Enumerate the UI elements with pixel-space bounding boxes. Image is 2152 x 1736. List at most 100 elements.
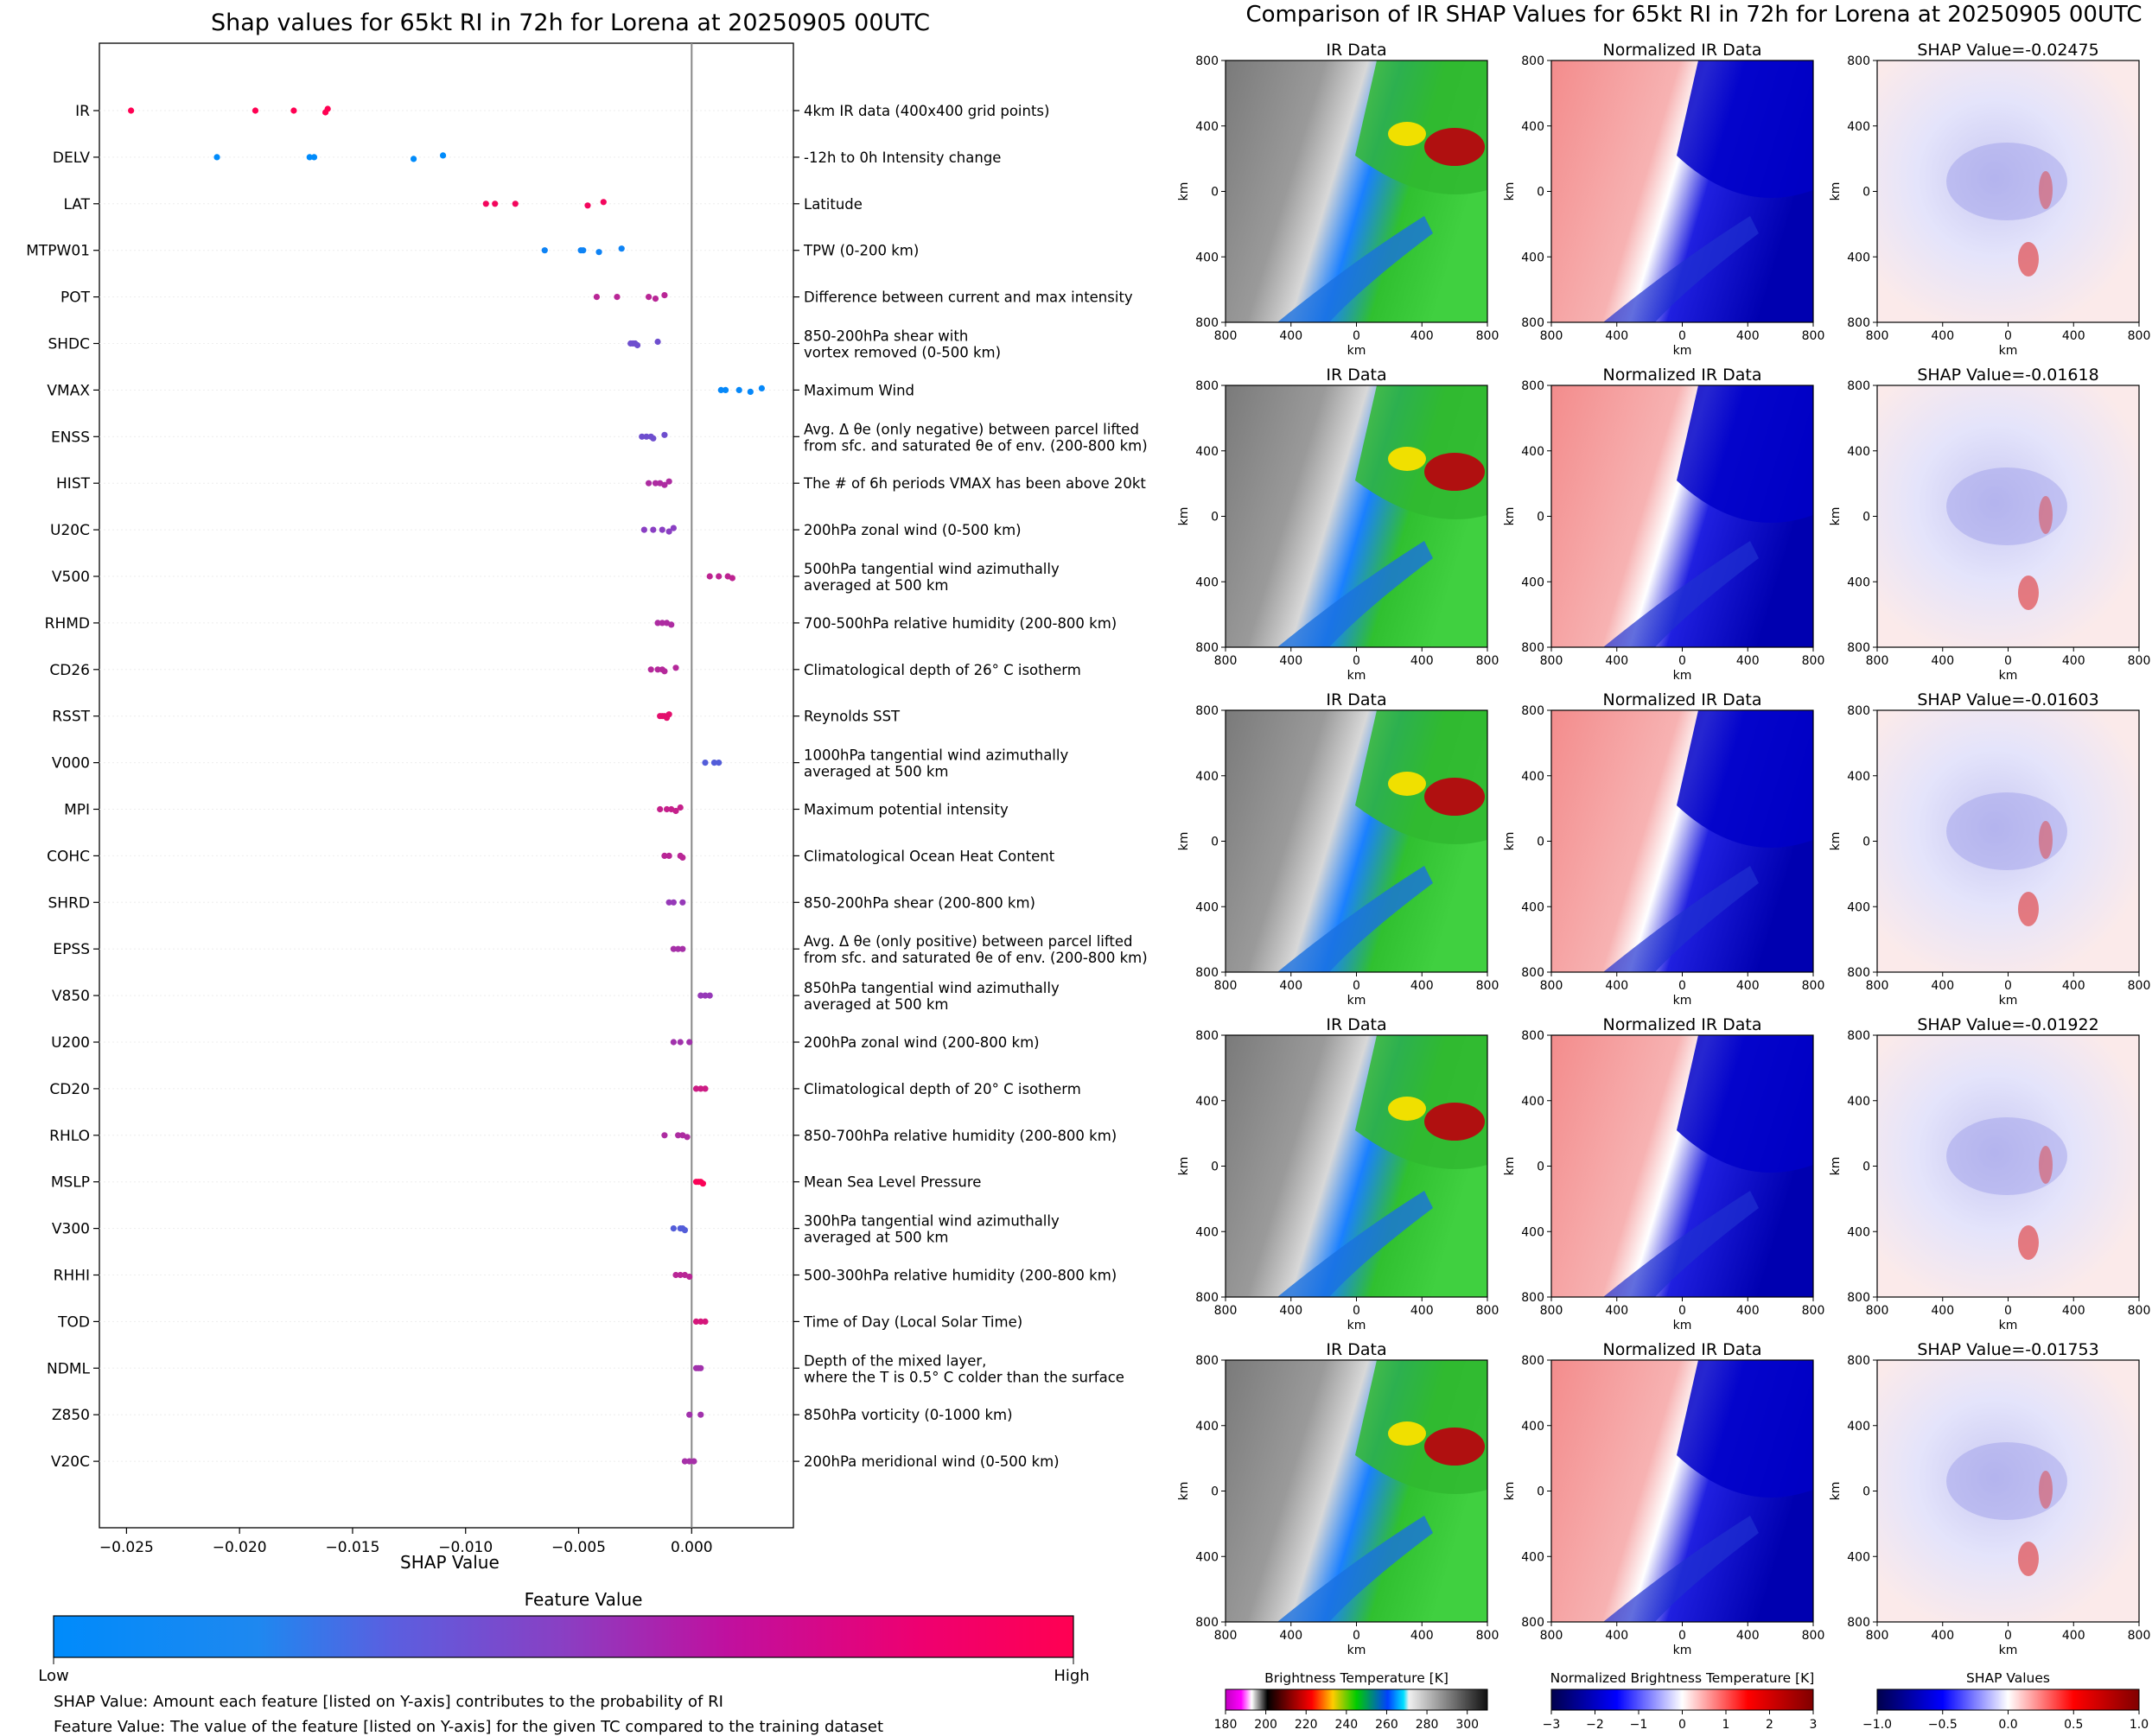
- x-tick-label: 400: [1736, 979, 1760, 993]
- x-tick-label: 0: [2004, 1629, 2012, 1643]
- data-point: [679, 899, 686, 906]
- x-axis-label: km: [1347, 669, 1366, 683]
- data-point: [747, 388, 754, 395]
- data-point: [661, 431, 668, 438]
- x-tick-label: 800: [1802, 979, 1825, 993]
- negative-shap-region: [1946, 143, 2067, 220]
- data-point: [647, 666, 654, 673]
- data-point: [735, 386, 742, 393]
- data-point: [310, 154, 318, 161]
- panel-title: SHAP Value=-0.01603: [1917, 690, 2098, 709]
- data-point: [652, 480, 659, 486]
- cold-cloud-region: [1677, 710, 1813, 848]
- colorbar-tick-label: 200: [1254, 1718, 1277, 1732]
- colorbar: SHAP Values−1.0−0.50.00.51.01e−5: [1862, 1670, 2149, 1736]
- data-point: [665, 711, 672, 718]
- feature-description: Climatological depth of 20° C isotherm: [804, 1081, 1081, 1097]
- cloud-band: [1603, 1191, 1759, 1297]
- panel-title: Normalized IR Data: [1603, 1015, 1762, 1034]
- cloud-band: [1277, 1516, 1433, 1622]
- feature-label: DELV: [53, 149, 90, 167]
- y-tick-label: 0: [1862, 186, 1870, 200]
- data-point: [580, 247, 587, 254]
- shap-image: [1877, 1360, 2139, 1622]
- warm-cloud-region: [1388, 1421, 1426, 1446]
- panel-title: SHAP Value=-0.01753: [1917, 1340, 2098, 1359]
- y-tick-label: 800: [1521, 379, 1544, 393]
- y-axis-label: km: [1503, 832, 1517, 851]
- feature-label: V300: [52, 1221, 90, 1238]
- data-point: [675, 1132, 682, 1139]
- panel-title: Normalized IR Data: [1603, 41, 1762, 60]
- convective-core: [1424, 1103, 1485, 1141]
- feature-description: vortex removed (0-500 km): [804, 345, 1001, 361]
- feature-description: averaged at 500 km: [804, 996, 948, 1013]
- data-point: [652, 296, 659, 302]
- feature-description: 500hPa tangential wind azimuthally: [804, 561, 1060, 577]
- data-point: [661, 668, 668, 675]
- data-point: [665, 478, 672, 485]
- normalized-panel: 80080040040000400400800800kmkmNormalized…: [1503, 690, 1824, 1008]
- feature-label: RHHI: [54, 1268, 90, 1285]
- y-tick-label: 0: [1537, 1161, 1544, 1174]
- x-axis-label: km: [1673, 1319, 1692, 1332]
- data-point: [686, 1411, 693, 1418]
- x-axis-label: km: [1999, 994, 2018, 1008]
- x-tick-label: 400: [1605, 654, 1628, 668]
- feature-description: 1000hPa tangential wind azimuthally: [804, 747, 1068, 764]
- y-tick-label: 400: [1847, 1550, 1870, 1564]
- data-point: [702, 760, 709, 766]
- panel-title: IR Data: [1326, 366, 1386, 385]
- colorbar-tick-label: 240: [1334, 1718, 1358, 1732]
- panel-title: IR Data: [1326, 41, 1386, 60]
- x-tick-label: 800: [1476, 1629, 1499, 1643]
- x-tick-label: 0: [1353, 329, 1360, 343]
- data-point: [691, 1458, 697, 1465]
- shap-image: [1877, 1035, 2139, 1297]
- cloud-band: [1603, 216, 1759, 322]
- y-tick-label: 400: [1847, 900, 1870, 914]
- x-tick-label: 800: [2128, 329, 2151, 343]
- y-tick-label: 800: [1521, 1291, 1544, 1305]
- feature-description: 850hPa vorticity (0-1000 km): [804, 1407, 1013, 1423]
- x-tick-label: 400: [1605, 329, 1628, 343]
- x-tick-label: 0: [1678, 1629, 1686, 1643]
- x-tick-label: 400: [2062, 1304, 2085, 1318]
- data-point: [716, 760, 723, 766]
- y-tick-label: 400: [1847, 575, 1870, 589]
- colorbar-tick-label: 1.0: [2130, 1718, 2149, 1732]
- y-tick-label: 800: [1847, 54, 1870, 68]
- feature-description: Reynolds SST: [804, 709, 901, 725]
- y-tick-label: 400: [1521, 1095, 1544, 1109]
- x-axis-label: km: [1673, 994, 1692, 1008]
- feature-label: NDML: [47, 1360, 90, 1377]
- positive-shap-region: [2018, 892, 2039, 926]
- feature-label: HIST: [56, 475, 91, 493]
- data-point: [645, 294, 653, 301]
- x-tick-label: 0: [2004, 979, 2012, 993]
- y-tick-label: 400: [1521, 575, 1544, 589]
- feature-label: Z850: [52, 1407, 90, 1424]
- x-axis-label: km: [1347, 1644, 1366, 1657]
- feature-description: 850hPa tangential wind azimuthally: [804, 980, 1060, 996]
- footnote: SHAP Value: Amount each feature [listed …: [54, 1693, 723, 1711]
- cloud-band: [1603, 1516, 1759, 1622]
- feature-label: V20C: [51, 1453, 90, 1471]
- feature-label: ENSS: [51, 429, 90, 446]
- y-tick-label: 400: [1195, 1225, 1219, 1239]
- colorbar-label: Normalized Brightness Temperature [K]: [1550, 1670, 1815, 1686]
- data-point: [686, 1039, 693, 1046]
- convective-core: [1424, 128, 1485, 166]
- x-tick-label: 800: [1802, 654, 1825, 668]
- panel-title: Normalized IR Data: [1603, 1340, 1762, 1359]
- x-tick-label: 0.000: [671, 1539, 713, 1556]
- y-tick-label: 800: [1847, 316, 1870, 330]
- data-point: [584, 202, 591, 209]
- feature-label: MPI: [64, 802, 90, 819]
- feature-label: V000: [52, 755, 90, 773]
- x-tick-label: 400: [1931, 979, 1954, 993]
- x-tick-label: 0: [2004, 1304, 2012, 1318]
